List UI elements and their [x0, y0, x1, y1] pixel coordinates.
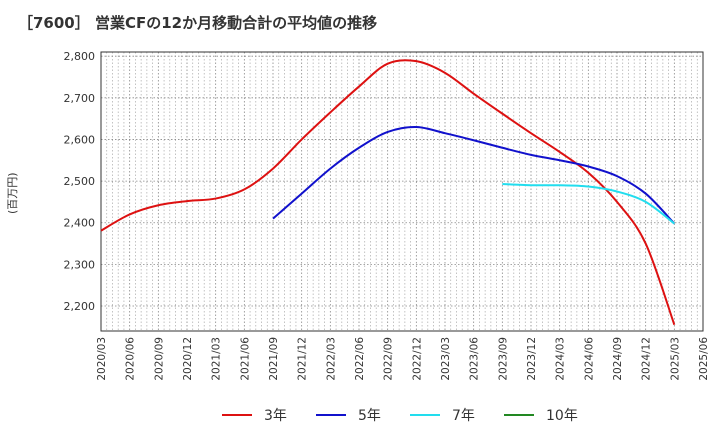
x-tick-label: 2024/06	[583, 337, 595, 381]
legend-item-3y: 3年	[222, 402, 287, 428]
plot-frame	[100, 51, 704, 332]
legend-label: 7年	[452, 408, 475, 424]
x-tick-label: 2020/12	[182, 337, 194, 381]
series-line-1	[272, 125, 676, 225]
legend-swatch	[504, 414, 534, 416]
legend: 3年 5年 7年 10年	[0, 402, 720, 428]
legend-swatch	[222, 414, 252, 416]
x-tick-label: 2022/09	[383, 337, 395, 381]
x-tick-label: 2022/03	[325, 337, 337, 381]
series-line-0	[100, 59, 676, 326]
legend-item-5y: 5年	[316, 402, 381, 428]
x-tick-label: 2021/12	[297, 337, 309, 381]
x-tick-label: 2020/09	[153, 337, 165, 381]
legend-item-7y: 7年	[410, 402, 475, 428]
x-tick-label: 2021/03	[211, 337, 223, 381]
legend-swatch	[316, 414, 346, 416]
x-tick-label: 2023/12	[526, 337, 538, 381]
y-tick-label: 2,800	[64, 50, 96, 63]
x-tick-label: 2020/03	[96, 337, 108, 381]
x-tick-label: 2023/06	[469, 337, 481, 381]
x-tick-label: 2023/03	[440, 337, 452, 381]
y-tick-label: 2,300	[64, 258, 96, 271]
y-tick-label: 2,600	[64, 133, 96, 146]
y-tick-label: 2,400	[64, 217, 96, 230]
x-tick-label: 2025/03	[669, 337, 681, 381]
x-tick-label: 2024/12	[641, 337, 653, 381]
x-tick-label: 2023/09	[497, 337, 509, 381]
x-tick-label: 2022/12	[411, 337, 423, 381]
line-chart: 2,200 2,300 2,400 2,500 2,600 2,700 2,800 2020/…	[64, 50, 711, 381]
series-line-2	[502, 183, 675, 225]
x-tick-label: 2024/09	[612, 337, 624, 381]
x-tick-label: 2025/06	[698, 337, 710, 381]
x-tick-label: 2021/06	[239, 337, 251, 381]
y-tick-label: 2,700	[64, 92, 96, 105]
x-tick-label: 2022/06	[354, 337, 366, 381]
y-tick-label: 2,200	[64, 300, 96, 313]
legend-label: 10年	[546, 408, 578, 424]
legend-swatch	[410, 414, 440, 416]
legend-label: 5年	[358, 408, 381, 424]
legend-item-10y: 10年	[504, 402, 578, 428]
x-tick-label: 2021/09	[268, 337, 280, 381]
x-tick-label: 2020/06	[125, 337, 137, 381]
chart-title: ［7600］ 営業CFの12か月移動合計の平均値の推移	[18, 14, 378, 32]
x-tick-label: 2024/03	[555, 337, 567, 381]
y-tick-label: 2,500	[64, 175, 96, 188]
legend-label: 3年	[264, 408, 287, 424]
